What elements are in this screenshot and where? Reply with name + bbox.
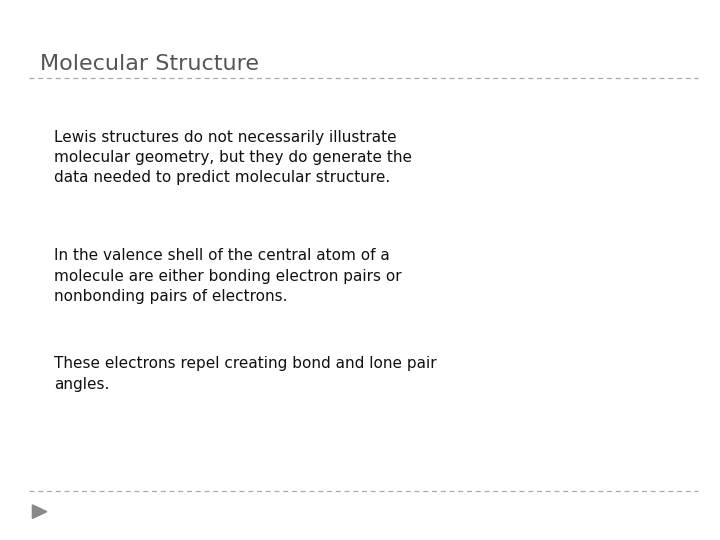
Text: Lewis structures do not necessarily illustrate
molecular geometry, but they do g: Lewis structures do not necessarily illu… xyxy=(54,130,412,185)
Text: These electrons repel creating bond and lone pair
angles.: These electrons repel creating bond and … xyxy=(54,356,436,392)
Text: Molecular Structure: Molecular Structure xyxy=(40,54,258,74)
Text: In the valence shell of the central atom of a
molecule are either bonding electr: In the valence shell of the central atom… xyxy=(54,248,402,304)
